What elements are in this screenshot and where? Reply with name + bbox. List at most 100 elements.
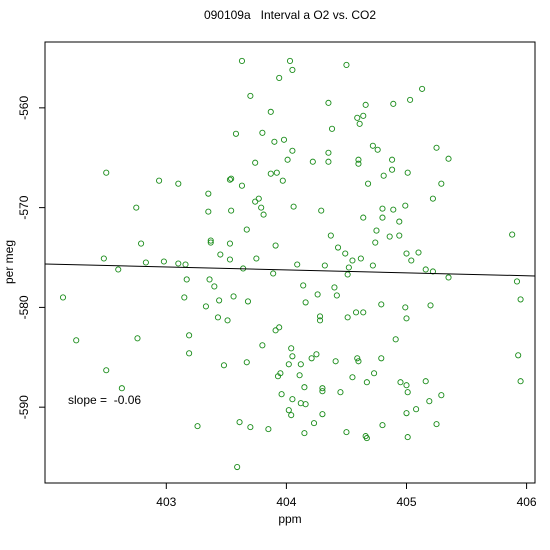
point [278, 391, 285, 398]
point [232, 130, 240, 137]
point [397, 379, 404, 386]
point [392, 336, 399, 343]
point [353, 309, 360, 316]
point [515, 352, 522, 359]
point [321, 262, 328, 269]
point [402, 304, 409, 311]
point [342, 250, 349, 257]
point [369, 142, 376, 149]
point [207, 239, 214, 246]
point [445, 274, 452, 281]
point [226, 176, 234, 183]
point [289, 66, 296, 73]
point [408, 257, 415, 264]
point [309, 158, 316, 165]
point [360, 214, 367, 221]
x-tick-label: 404 [276, 495, 296, 509]
plot-frame [44, 41, 536, 484]
point [360, 309, 367, 316]
point [267, 170, 274, 177]
point [345, 264, 352, 271]
point [403, 315, 410, 322]
point [134, 335, 141, 342]
point [372, 239, 379, 246]
point [160, 258, 167, 265]
point [343, 61, 350, 68]
fit-line [44, 263, 536, 277]
point [247, 92, 254, 99]
point [284, 156, 291, 163]
point [228, 175, 235, 182]
point [279, 177, 286, 184]
point [403, 382, 410, 389]
point [356, 120, 363, 127]
point [316, 317, 324, 324]
point [181, 294, 188, 301]
point [517, 296, 524, 303]
point [349, 257, 356, 264]
point [318, 207, 325, 214]
point [285, 361, 292, 368]
point [403, 410, 410, 417]
point [354, 355, 361, 362]
point [226, 256, 234, 263]
point [205, 208, 212, 215]
point [234, 463, 241, 471]
point [422, 266, 429, 273]
point [390, 100, 397, 107]
point [426, 398, 433, 405]
point [332, 358, 339, 365]
point [325, 99, 332, 106]
point [217, 251, 224, 258]
point [100, 255, 107, 262]
point [403, 250, 410, 257]
point [175, 260, 182, 267]
point [302, 299, 309, 306]
point [363, 435, 370, 442]
x-tick-label: 403 [156, 495, 176, 509]
point [115, 266, 122, 273]
point [255, 195, 262, 202]
point [230, 293, 237, 300]
point [289, 147, 296, 154]
point [260, 211, 267, 218]
point [319, 385, 326, 392]
point [413, 406, 420, 413]
point [103, 169, 110, 176]
point [357, 255, 364, 262]
point [288, 345, 295, 352]
point [216, 297, 223, 304]
point [228, 207, 235, 214]
point [402, 202, 409, 209]
point [286, 57, 294, 65]
point [355, 156, 362, 163]
point [325, 158, 332, 165]
point [301, 430, 308, 437]
point [513, 278, 521, 285]
point [247, 424, 254, 431]
point [205, 190, 212, 197]
point [285, 407, 292, 414]
point [265, 426, 272, 433]
point [396, 218, 403, 225]
point [310, 420, 318, 427]
point [354, 114, 361, 121]
point [142, 259, 149, 266]
point [379, 422, 386, 429]
point [389, 166, 396, 173]
point [363, 379, 370, 386]
point [355, 358, 362, 365]
point [389, 156, 396, 163]
point [270, 270, 277, 277]
point [419, 85, 426, 92]
point [259, 129, 266, 136]
point [258, 204, 265, 211]
point [380, 172, 387, 179]
point [207, 237, 214, 244]
point [429, 268, 436, 275]
point [445, 155, 452, 162]
y-tick-label: -590 [17, 395, 31, 419]
point [273, 169, 280, 176]
point [290, 203, 297, 210]
point [202, 303, 209, 310]
